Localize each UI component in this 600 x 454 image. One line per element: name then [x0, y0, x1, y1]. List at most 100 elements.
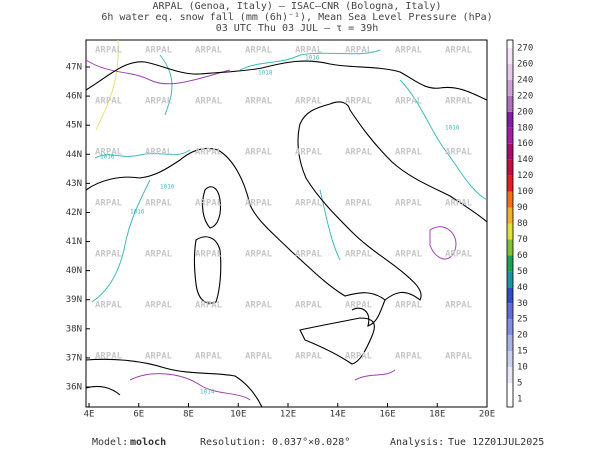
- lon-label: 14E: [330, 410, 346, 420]
- watermark: ARPAL: [145, 199, 173, 209]
- header-line: ARPAL (Genoa, Italy) – ISAC–CNR (Bologna…: [153, 1, 442, 12]
- isobar-label: 1016: [445, 125, 460, 132]
- colorbar-swatch: [507, 127, 513, 144]
- colorbar-swatch: [507, 191, 513, 208]
- watermark: ARPAL: [295, 46, 323, 56]
- colorbar-swatch: [507, 175, 513, 192]
- watermark: ARPAL: [145, 148, 173, 158]
- watermark: ARPAL: [195, 148, 223, 158]
- isobar: [91, 179, 151, 303]
- colorbar-label: 220: [517, 91, 533, 101]
- watermark: ARPAL: [395, 301, 423, 311]
- colorbar-label: 15: [517, 347, 528, 357]
- colorbar-label: 90: [517, 203, 528, 213]
- colorbar-swatch: [507, 319, 513, 336]
- watermark: ARPAL: [445, 46, 473, 56]
- watermark: ARPAL: [95, 301, 123, 311]
- watermark: ARPAL: [445, 250, 473, 260]
- colorbar-swatch: [507, 271, 513, 288]
- lat-label: 46N: [66, 92, 82, 102]
- watermark: ARPAL: [195, 46, 223, 56]
- footer-value: Tue 12Z01JUL2025: [448, 437, 544, 448]
- watermark: ARPAL: [445, 199, 473, 209]
- watermark: ARPAL: [445, 352, 473, 362]
- watermark: ARPAL: [295, 301, 323, 311]
- footer-value: moloch: [130, 437, 166, 448]
- snow-contour: [129, 373, 251, 401]
- island: [193, 236, 222, 304]
- colorbar-label: 30: [517, 299, 528, 309]
- watermark: ARPAL: [395, 352, 423, 362]
- footer-label: Analysis:: [390, 437, 444, 448]
- watermark: ARPAL: [245, 199, 273, 209]
- isobar-label: 1018: [258, 70, 273, 77]
- colorbar-swatch: [507, 47, 513, 64]
- watermark: ARPAL: [145, 352, 173, 362]
- lat-label: 47N: [66, 63, 82, 73]
- lon-label: 6E: [133, 410, 144, 420]
- island: [201, 186, 222, 229]
- colorbar-swatch: [507, 335, 513, 352]
- colorbar-swatch: [507, 79, 513, 96]
- footer-label: Resolution:: [200, 437, 266, 448]
- watermark: ARPAL: [345, 46, 373, 56]
- watermark: ARPAL: [195, 97, 223, 107]
- isobar: [94, 149, 191, 159]
- lat-label: 43N: [66, 179, 82, 189]
- watermark: ARPAL: [395, 97, 423, 107]
- colorbar-swatch: [507, 159, 513, 176]
- contour: [95, 39, 119, 131]
- watermark: ARPAL: [245, 352, 273, 362]
- colorbar-label: 100: [517, 187, 533, 197]
- footer-label: Model:: [92, 437, 128, 448]
- watermark: ARPAL: [345, 199, 373, 209]
- snow-contour: [354, 369, 396, 381]
- colorbar-label: 50: [517, 267, 528, 277]
- map-frame: [85, 39, 488, 408]
- colorbar-swatch: [507, 207, 513, 224]
- lat-label: 36N: [66, 383, 82, 393]
- colorbar-label: 260: [517, 59, 533, 69]
- watermark: ARPAL: [95, 199, 123, 209]
- watermark: ARPAL: [195, 352, 223, 362]
- watermark: ARPAL: [145, 97, 173, 107]
- watermark: ARPAL: [295, 250, 323, 260]
- isobar: [159, 54, 173, 116]
- colorbar-label: 10: [517, 363, 528, 373]
- watermark: ARPAL: [245, 301, 273, 311]
- header-line: 03 UTC Thu 03 JUL – τ = 39h: [216, 23, 379, 34]
- watermark: ARPAL: [195, 301, 223, 311]
- watermark: ARPAL: [345, 250, 373, 260]
- colorbar-label: 140: [517, 155, 533, 165]
- watermark: ARPAL: [295, 199, 323, 209]
- watermark: ARPAL: [95, 148, 123, 158]
- watermark: ARPAL: [195, 250, 223, 260]
- lat-label: 44N: [66, 150, 82, 160]
- colorbar-swatch: [507, 223, 513, 240]
- watermark: ARPAL: [245, 97, 273, 107]
- colorbar-frame: [506, 39, 514, 408]
- colorbar-label: 5: [517, 379, 522, 389]
- watermark: ARPAL: [395, 148, 423, 158]
- snow-contour: [85, 59, 231, 85]
- watermark: ARPAL: [245, 250, 273, 260]
- watermark: ARPAL: [195, 199, 223, 209]
- colorbar-swatch: [507, 287, 513, 304]
- lon-label: 4E: [84, 410, 95, 420]
- watermark: ARPAL: [445, 148, 473, 158]
- isobar: [399, 79, 488, 201]
- header-line: 6h water eq. snow fall (mm (6h)⁻¹), Mean…: [101, 12, 492, 23]
- lon-label: 8E: [183, 410, 194, 420]
- lat-label: 38N: [66, 324, 82, 334]
- colorbar-label: 200: [517, 107, 533, 117]
- isobar-label: 1016: [305, 55, 320, 62]
- watermark: ARPAL: [95, 250, 123, 260]
- watermark: ARPAL: [245, 46, 273, 56]
- colorbar-swatch: [507, 351, 513, 368]
- colorbar-swatch: [507, 95, 513, 112]
- isobar: [239, 49, 381, 71]
- lat-label: 41N: [66, 237, 82, 247]
- watermark: ARPAL: [145, 301, 173, 311]
- watermark: ARPAL: [95, 352, 123, 362]
